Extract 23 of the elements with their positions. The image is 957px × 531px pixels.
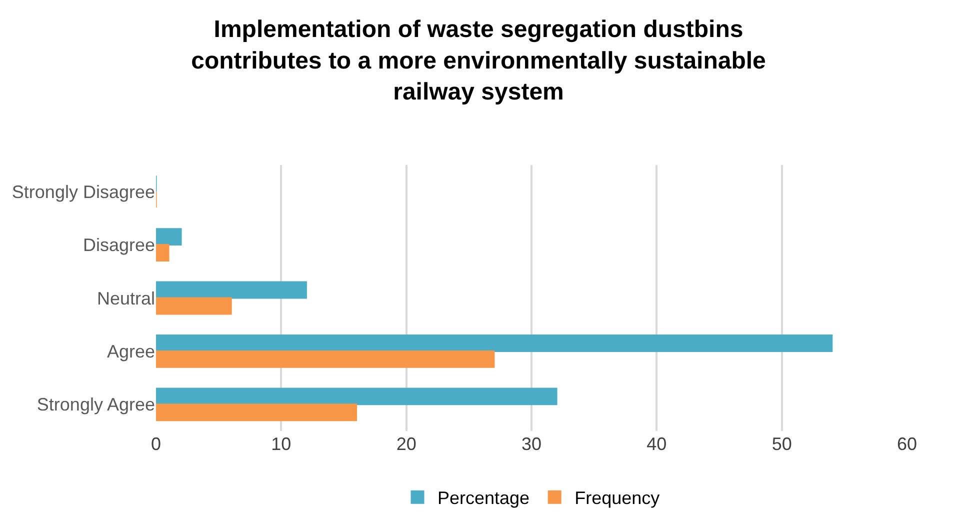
- y-tick-label: Neutral: [96, 288, 155, 308]
- x-tick-label: 30: [521, 434, 542, 454]
- x-tick-label: 60: [896, 434, 918, 454]
- bar: [156, 281, 307, 299]
- y-tick-label: Disagree: [82, 235, 155, 256]
- x-tick-label: 40: [646, 434, 667, 454]
- x-tick-label: 20: [396, 434, 416, 454]
- x-tick-label: 50: [772, 434, 792, 454]
- x-tick-label: 10: [271, 434, 292, 454]
- y-tick-label: Strongly Agree: [36, 394, 155, 415]
- bar: [156, 388, 558, 406]
- legend-label: Frequency: [574, 488, 660, 508]
- y-tick-label: Strongly Disagree: [12, 182, 155, 202]
- legend-label: Percentage: [438, 488, 530, 508]
- x-tick-label: 0: [150, 434, 162, 454]
- bar: [156, 244, 170, 262]
- bar: [156, 297, 232, 315]
- bar: [156, 228, 182, 246]
- bar: [156, 334, 833, 352]
- y-tick-label: Agree: [106, 342, 155, 362]
- bar: [156, 350, 495, 368]
- bar: [156, 404, 358, 422]
- chart-title: Implementation of waste segregation dustbins contributes to a more environmentally sustainable railway system: [191, 16, 766, 106]
